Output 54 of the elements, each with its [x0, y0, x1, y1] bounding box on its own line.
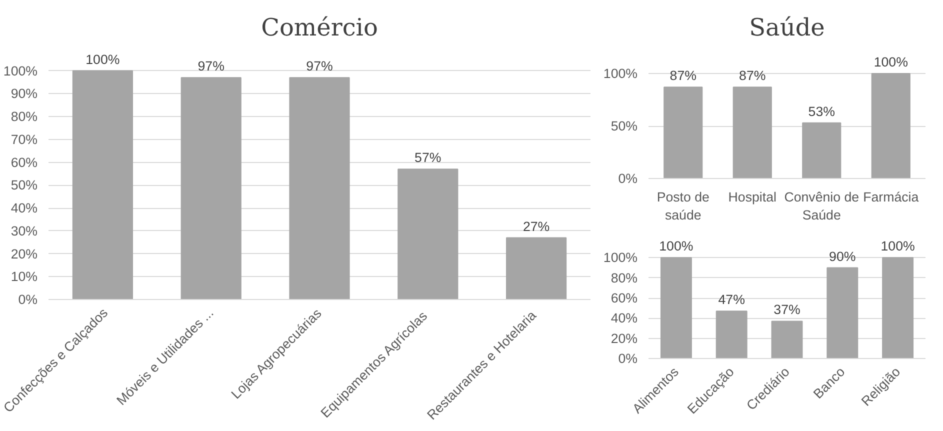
bar: [180, 77, 242, 300]
bar: [802, 122, 842, 178]
y-tick-label: 20%: [10, 246, 38, 262]
y-tick-label: 20%: [610, 330, 638, 346]
x-tick-label: Farmácia: [863, 190, 920, 204]
bar: [398, 168, 458, 300]
y-tick-label: 100%: [603, 66, 638, 81]
bar: [732, 86, 772, 178]
data-label: 47%: [718, 292, 746, 308]
bar: [506, 237, 567, 300]
y-tick-label: 0%: [18, 292, 38, 307]
data-label: 100%: [86, 52, 120, 67]
bar: [660, 257, 692, 358]
y-tick-label: 80%: [610, 270, 638, 286]
y-tick-label: 40%: [10, 200, 38, 216]
y-tick-label: 50%: [10, 178, 38, 193]
bar: [882, 257, 914, 358]
data-label: 53%: [808, 104, 836, 119]
y-tick-label: 0%: [618, 171, 638, 186]
bar: [72, 70, 134, 300]
bar: [289, 77, 350, 300]
chart-title: Comércio: [261, 14, 378, 42]
data-label: 37%: [774, 302, 800, 318]
data-label: 100%: [874, 54, 908, 70]
data-label: 87%: [739, 68, 766, 84]
y-tick-label: 90%: [10, 86, 38, 102]
data-label: 57%: [414, 150, 442, 166]
bar: [771, 320, 803, 358]
data-label: 90%: [829, 248, 856, 264]
data-label: 100%: [880, 238, 915, 254]
data-label: 97%: [198, 58, 225, 74]
x-tick-label: Hospital: [728, 190, 776, 204]
y-tick-label: 60%: [610, 290, 638, 306]
bar: [664, 86, 703, 178]
y-tick-label: 100%: [603, 250, 638, 266]
y-tick-label: 30%: [10, 223, 38, 238]
y-tick-label: 80%: [10, 109, 38, 124]
bar: [871, 73, 910, 178]
y-tick-label: 10%: [10, 269, 38, 284]
y-tick-label: 40%: [610, 310, 638, 326]
data-label: 97%: [306, 58, 333, 74]
x-tick-label: Posto de saúde: [656, 190, 710, 222]
chart-title: Saúde: [749, 14, 825, 42]
bar: [826, 267, 858, 358]
bar: [716, 310, 748, 358]
y-tick-label: 70%: [10, 132, 38, 147]
y-tick-label: 0%: [618, 351, 638, 366]
y-tick-label: 100%: [3, 63, 38, 78]
y-tick-label: 50%: [610, 118, 638, 134]
data-label: 87%: [670, 68, 697, 84]
data-label: 100%: [659, 238, 694, 254]
y-tick-label: 60%: [10, 154, 38, 170]
x-tick-label: Convênio de Saúde: [784, 190, 860, 222]
data-label: 27%: [522, 218, 550, 234]
